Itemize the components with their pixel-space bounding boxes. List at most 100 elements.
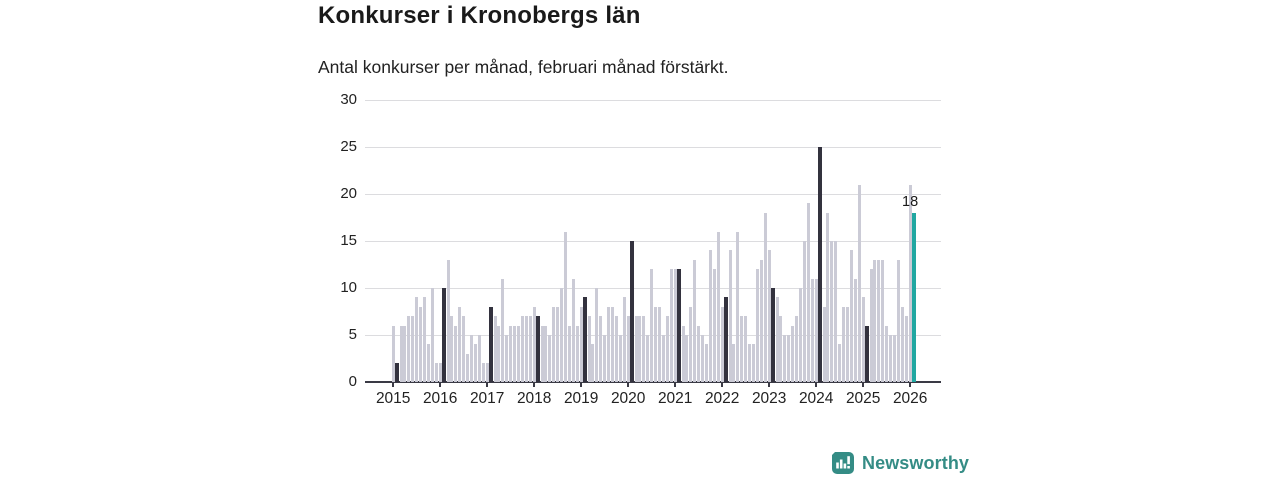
bar: [783, 335, 787, 382]
bar-february: [489, 306, 493, 382]
x-axis-label: 2019: [563, 390, 599, 407]
bar: [806, 203, 810, 382]
bar: [767, 250, 771, 382]
y-axis-label: 15: [340, 232, 357, 249]
bar: [611, 306, 615, 382]
x-axis-label: 2023: [751, 390, 787, 407]
bar: [708, 250, 712, 382]
last-value-label: 18: [902, 193, 919, 210]
bar: [795, 316, 799, 382]
x-axis-tick: [862, 382, 865, 387]
bar: [646, 335, 650, 382]
x-axis-label: 2022: [704, 390, 740, 407]
bar: [759, 259, 763, 382]
bar: [693, 259, 697, 382]
x-axis-tick: [721, 382, 724, 387]
bar: [603, 335, 607, 382]
x-axis-label: 2020: [610, 390, 646, 407]
y-axis-label: 5: [348, 326, 357, 343]
bar: [791, 325, 795, 382]
bar: [470, 335, 474, 382]
bar: [665, 316, 669, 382]
bar: [528, 316, 532, 382]
bar: [540, 325, 544, 382]
bar: [896, 259, 900, 382]
bar: [524, 316, 528, 382]
bar: [595, 288, 599, 382]
gridline: [365, 240, 941, 242]
bar: [419, 306, 423, 382]
bar: [579, 306, 583, 382]
bar: [446, 259, 450, 382]
bar: [834, 241, 838, 382]
bar: [599, 316, 603, 382]
bar: [650, 269, 654, 382]
bar: [423, 297, 427, 382]
bar: [787, 335, 791, 382]
bar-february: [395, 363, 399, 382]
bar: [701, 335, 705, 382]
bar: [842, 306, 846, 382]
bar-february: [536, 316, 540, 382]
x-axis-label: 2021: [657, 390, 693, 407]
bar: [736, 231, 740, 382]
x-axis-tick: [768, 382, 771, 387]
bar: [618, 335, 622, 382]
x-axis-tick: [815, 382, 818, 387]
bar: [661, 335, 665, 382]
bar: [846, 306, 850, 382]
x-axis-label: 2015: [375, 390, 411, 407]
bar: [403, 325, 407, 382]
gridline: [365, 193, 941, 195]
bar: [466, 353, 470, 382]
bar: [716, 231, 720, 382]
bar: [908, 184, 912, 382]
x-axis-tick: [627, 382, 630, 387]
bar: [477, 335, 481, 382]
chart-subtitle: Antal konkurser per månad, februari måna…: [318, 57, 729, 77]
bar: [705, 344, 709, 382]
bar: [591, 344, 595, 382]
bar: [779, 316, 783, 382]
bar: [720, 306, 724, 382]
x-axis-tick: [580, 382, 583, 387]
bar: [560, 288, 564, 382]
bar: [814, 278, 818, 382]
bar: [669, 269, 673, 382]
x-axis-label: 2016: [422, 390, 458, 407]
bar: [493, 316, 497, 382]
x-axis-line: [365, 381, 941, 383]
y-axis-label: 30: [340, 91, 357, 108]
bar: [881, 259, 885, 382]
bar: [697, 325, 701, 382]
chart-title: Konkurser i Kronobergs län: [318, 2, 641, 29]
bar: [505, 335, 509, 382]
bar: [642, 316, 646, 382]
bar: [830, 241, 834, 382]
bar: [513, 325, 517, 382]
bar: [407, 316, 411, 382]
bar-february: [818, 147, 822, 382]
bar: [685, 335, 689, 382]
bar: [607, 306, 611, 382]
bar: [728, 250, 732, 382]
x-axis-tick: [674, 382, 677, 387]
bar: [638, 316, 642, 382]
bar: [567, 325, 571, 382]
x-axis-label: 2024: [798, 390, 834, 407]
bar: [450, 316, 454, 382]
bar: [900, 306, 904, 382]
bar: [838, 344, 842, 382]
bar: [681, 325, 685, 382]
bar: [399, 325, 403, 382]
x-axis-tick: [439, 382, 442, 387]
bar: [744, 316, 748, 382]
bar: [799, 288, 803, 382]
bar: [552, 306, 556, 382]
gridline: [365, 146, 941, 148]
x-axis-tick: [533, 382, 536, 387]
bar-february: [630, 241, 634, 382]
y-axis-label: 10: [340, 279, 357, 296]
bar: [520, 316, 524, 382]
